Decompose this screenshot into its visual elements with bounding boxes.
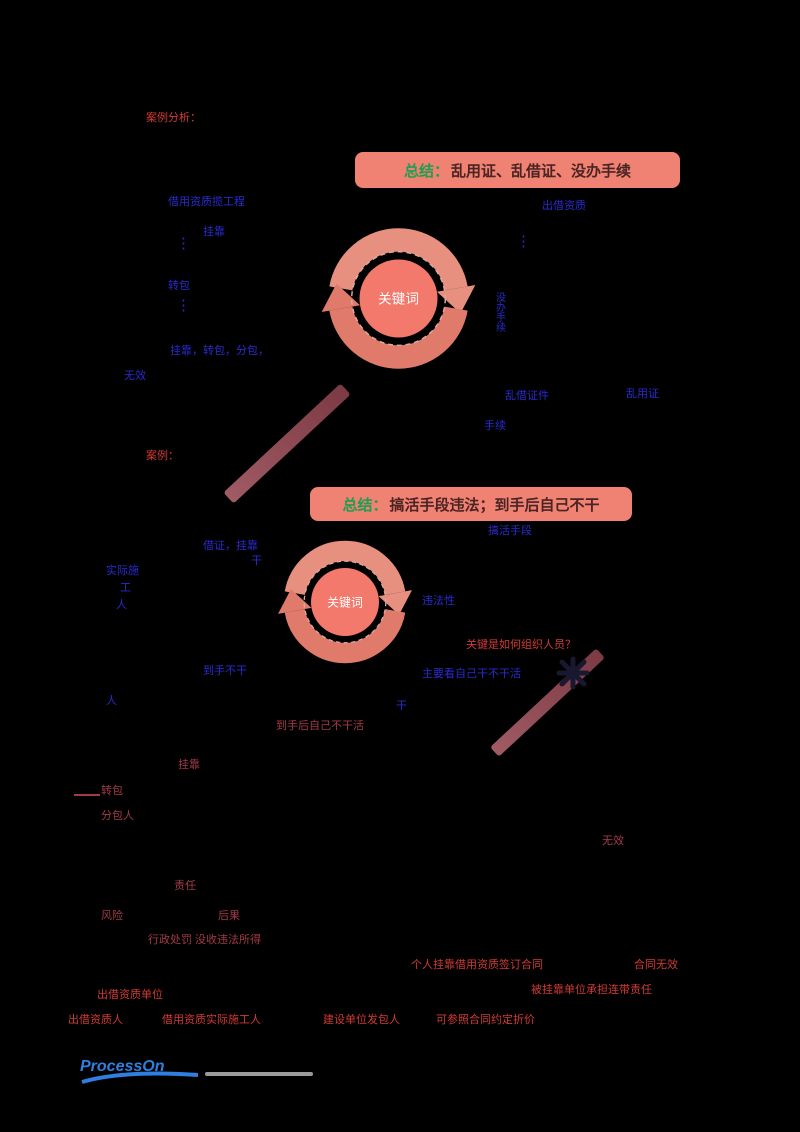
keyword-circle: [359, 259, 438, 338]
label-row1-a: 个人挂靠借用资质签订合同: [411, 959, 543, 971]
vertical-dots-3: ⋮: [516, 233, 531, 250]
label-d2-top-2: 干: [251, 555, 262, 567]
label-d2-maroon-note: 到手后自己不干活: [276, 720, 364, 732]
label-d2-left-3: 人: [116, 599, 127, 611]
label-d2-top: 借证，挂靠: [203, 540, 258, 552]
banner2-body: 搞活手段违法；到手后自己不干: [389, 496, 600, 514]
label-d2-blue-note: 主要看自己干不干活: [422, 668, 521, 680]
cycle-arrowhead-right: [436, 284, 476, 314]
summary-banner-2: 总结： 搞活手段违法；到手后自己不干: [310, 487, 632, 521]
label-left-3: 转包: [168, 280, 190, 292]
label-m7: 后果: [218, 910, 240, 922]
keyword-cycle-diagram-2: 关键词: [278, 540, 412, 664]
label-d2-bottom: 到手不干: [203, 665, 247, 677]
label-row2-a: 出借资质单位: [97, 989, 163, 1001]
label-m5: 责任: [174, 880, 196, 892]
label-row3-d: 可参照合同约定折价: [436, 1014, 535, 1026]
logo-underline: [205, 1072, 313, 1076]
keyword-circle-label-1: 关键词: [378, 291, 419, 306]
label-d2-red-note: 关键是如何组织人员？: [466, 639, 576, 651]
vertical-dots-1: ⋮: [176, 235, 191, 252]
label-left-2: 挂靠: [203, 226, 225, 238]
cycle-arrowhead-left: [278, 589, 312, 614]
label-m8: 行政处罚 没收违法所得: [148, 934, 262, 946]
label-row3-a: 出借资质人: [68, 1014, 123, 1026]
cycle-arrow-bottom: [284, 608, 406, 664]
label-m2: 转包: [101, 785, 123, 797]
cycle-arrowhead-left: [321, 283, 361, 313]
label-m1: 挂靠: [178, 759, 200, 771]
logo-swoosh-icon: [81, 1071, 199, 1084]
keyword-circle: [311, 568, 379, 636]
label-left-4: 挂靠，转包，分包，: [170, 345, 269, 357]
label-m4: 无效: [602, 835, 624, 847]
label-row3-c: 建设单位发包人: [323, 1014, 400, 1026]
label-right-1: 出借资质: [542, 200, 586, 212]
label-right-4: 手续: [484, 420, 506, 432]
dashed-ring: [303, 560, 387, 644]
label-case-red: 案例：: [146, 450, 179, 462]
vertical-dots-2: ⋮: [176, 297, 191, 314]
label-m6: 风险: [101, 910, 123, 922]
label-left-5: 无效: [124, 370, 146, 382]
maroon-arrow-1: [223, 383, 351, 504]
dashed-ring: [350, 250, 447, 347]
keyword-circle-label-2: 关键词: [327, 595, 363, 609]
label-right-vertical: 没办手续: [493, 292, 505, 332]
cycle-arrow-top: [329, 228, 468, 291]
ink-blot-decoration: [556, 656, 590, 690]
banner2-prefix: 总结：: [342, 496, 388, 514]
cycle-arrow-bottom: [329, 306, 468, 369]
label-right-2: 乱借证件: [505, 390, 549, 402]
label-left-1: 借用资质揽工程: [168, 196, 245, 208]
label-m3: 分包人: [101, 810, 134, 822]
keyword-cycle-diagram-1: 关键词: [321, 228, 476, 369]
processon-logo: ProcessOn: [80, 1058, 165, 1075]
banner1-prefix: 总结：: [403, 162, 449, 180]
label-d2-left-2: 工: [120, 582, 131, 594]
label-d2-left-1: 实际施: [106, 565, 139, 577]
label-row2-b: 被挂靠单位承担连带责任: [531, 984, 652, 996]
label-right-3: 乱用证: [626, 388, 659, 400]
label-row3-b: 借用资质实际施工人: [162, 1014, 261, 1026]
label-row1-b: 合同无效: [634, 959, 678, 971]
label-d2-single-2: 干: [396, 700, 407, 712]
cycle-arrowhead-right: [378, 590, 412, 615]
label-top-left: 案例分析：: [146, 112, 201, 124]
cycle-arrow-top: [284, 540, 406, 596]
banner1-body: 乱用证、乱借证、没办手续: [451, 162, 632, 180]
branch-line: [74, 794, 100, 796]
label-d2-right: 违法性: [422, 595, 455, 607]
label-d2-single-1: 人: [106, 695, 117, 707]
label-under-banner2: 搞活手段: [488, 525, 532, 537]
summary-banner-1: 总结： 乱用证、乱借证、没办手续: [355, 152, 680, 188]
